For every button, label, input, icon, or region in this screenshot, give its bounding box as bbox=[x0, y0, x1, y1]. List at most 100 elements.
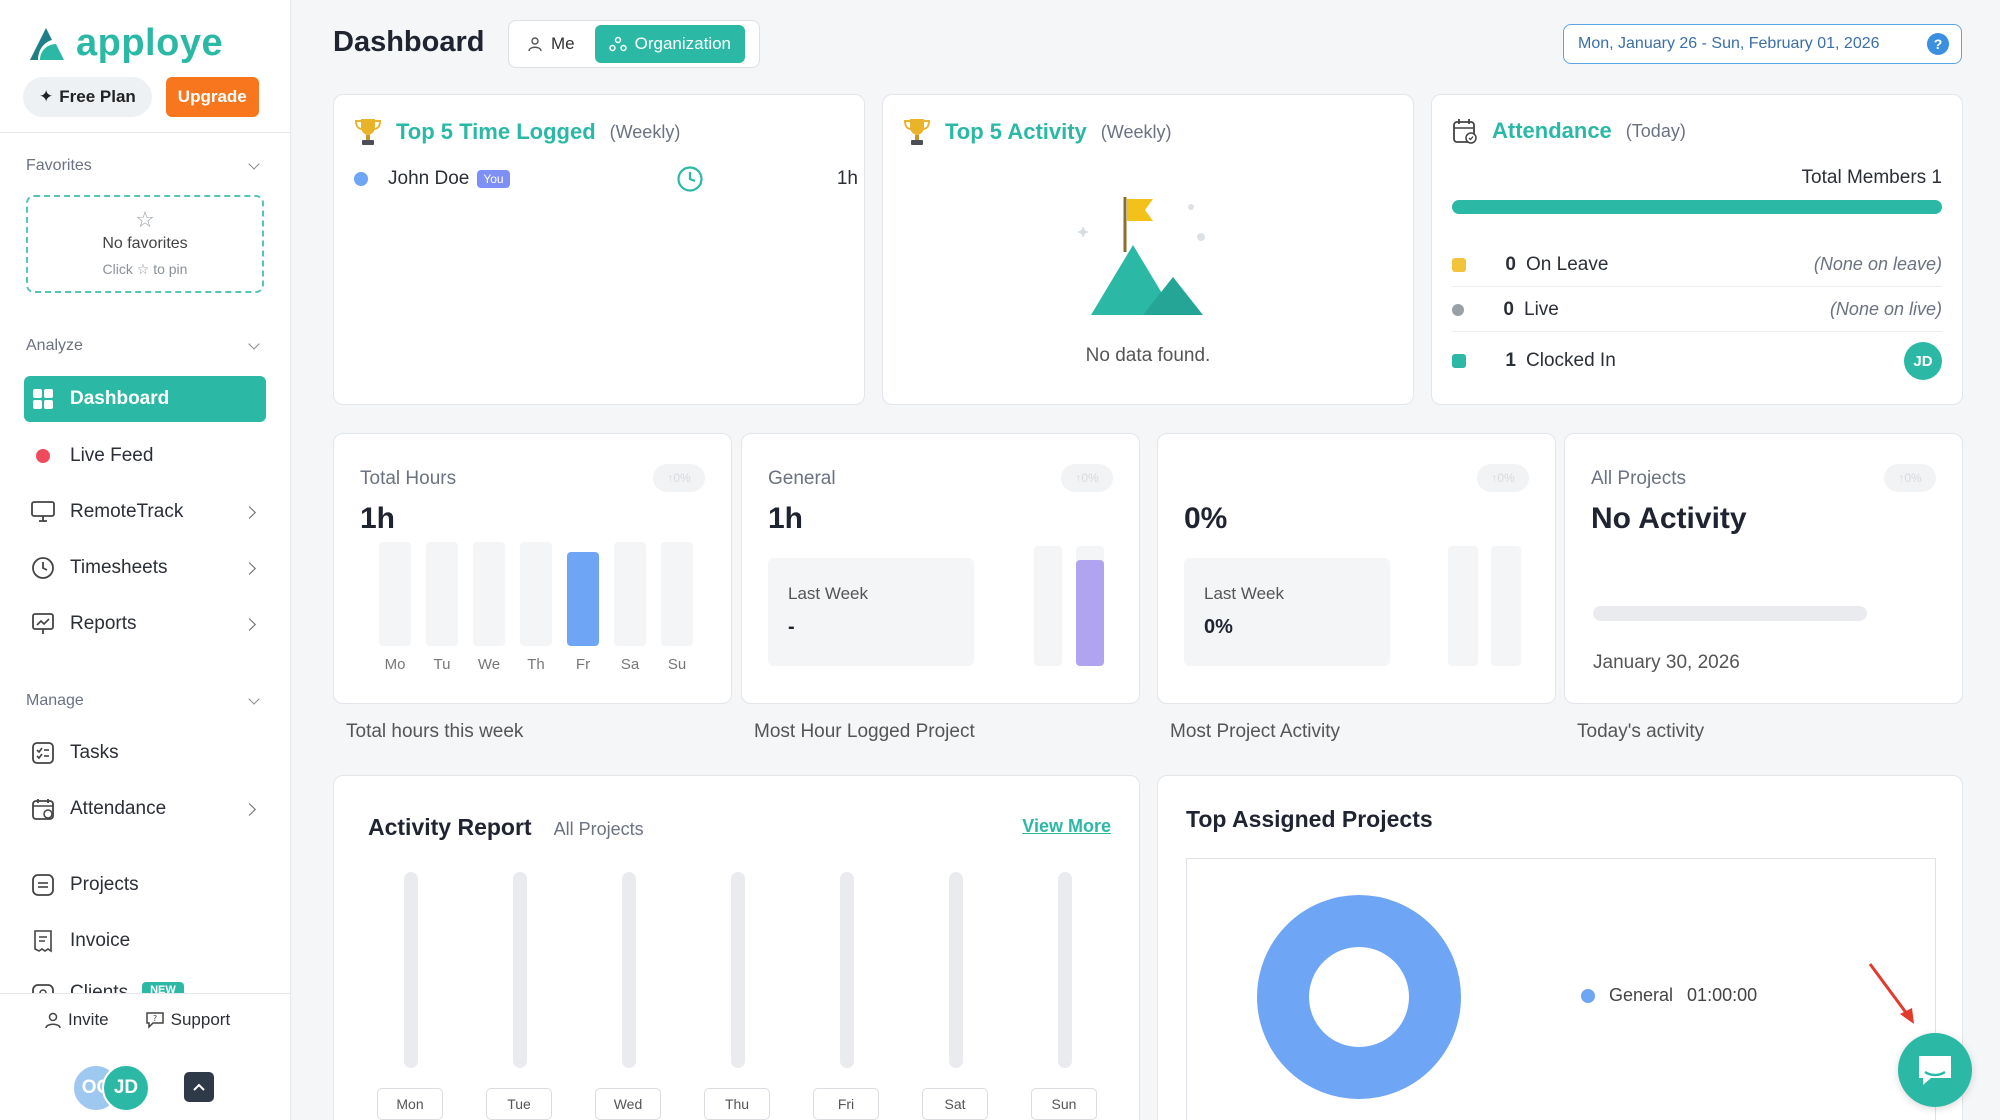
no-activity-value: No Activity bbox=[1591, 502, 1747, 535]
collapse-up-button[interactable] bbox=[184, 1072, 214, 1102]
sidebar-item-dashboard[interactable]: Dashboard bbox=[24, 376, 266, 422]
top-assigned-title: Top Assigned Projects bbox=[1186, 806, 1433, 832]
view-more-link[interactable]: View More bbox=[1022, 816, 1111, 836]
sidebar-item-timesheets[interactable]: Timesheets bbox=[24, 545, 266, 591]
manage-section-toggle[interactable]: Manage bbox=[26, 692, 262, 710]
free-plan-button[interactable]: ✦ Free Plan bbox=[23, 77, 152, 117]
change-chip: ↑0% bbox=[653, 464, 705, 492]
no-data-message: No data found. bbox=[1085, 345, 1211, 366]
attendance-period: (Today) bbox=[1625, 120, 1686, 141]
report-chart-icon bbox=[30, 611, 56, 637]
day-bar bbox=[661, 542, 693, 646]
all-projects-label: All Projects bbox=[1591, 468, 1687, 489]
last-week-value: 0% bbox=[1204, 616, 1233, 638]
help-icon[interactable]: ? bbox=[1927, 33, 1949, 55]
sidebar-item-remotetrack[interactable]: RemoteTrack bbox=[24, 489, 266, 535]
day-label: Sa bbox=[620, 656, 640, 673]
top-time-logged-card: Top 5 Time Logged (Weekly) John Doe You … bbox=[333, 94, 865, 405]
sidebar-item-label: Timesheets bbox=[70, 557, 168, 578]
sidebar-item-attendance[interactable]: Attendance bbox=[24, 786, 266, 832]
apploye-logo-icon bbox=[30, 27, 64, 60]
todays-activity-card: All Projects ↑0% No Activity January 30,… bbox=[1564, 433, 1963, 704]
sidebar-item-label: Tasks bbox=[70, 742, 119, 763]
attendance-row-on-leave[interactable]: 0 On Leave (None on leave) bbox=[1452, 243, 1942, 287]
sidebar-item-clients[interactable]: Clients NEW bbox=[24, 974, 266, 994]
date-range-picker[interactable]: Mon, January 26 - Sun, February 01, 2026… bbox=[1563, 24, 1962, 64]
day-label: Fr bbox=[575, 656, 591, 673]
avatar-jd[interactable]: JD bbox=[102, 1064, 150, 1112]
user-icon bbox=[528, 37, 542, 52]
day-chip: Sat bbox=[922, 1088, 988, 1120]
most-hour-logged-caption: Most Hour Logged Project bbox=[754, 721, 975, 742]
attendance-row-live[interactable]: 0 Live (None on live) bbox=[1452, 288, 1942, 332]
sidebar-item-label: Live Feed bbox=[70, 445, 154, 466]
most-project-activity-caption: Most Project Activity bbox=[1170, 721, 1340, 742]
day-bar bbox=[614, 542, 646, 646]
clocked-in-color-square bbox=[1452, 354, 1466, 368]
avatar[interactable]: JD bbox=[1904, 342, 1942, 380]
live-count: 0 bbox=[1503, 298, 1514, 320]
calendar-check-icon bbox=[30, 796, 56, 822]
sidebar-item-label: Invoice bbox=[70, 930, 131, 951]
sidebar-item-tasks[interactable]: Tasks bbox=[24, 730, 266, 776]
support-button[interactable]: ? Support bbox=[145, 1010, 230, 1030]
toggle-organization-label: Organization bbox=[634, 34, 732, 53]
chevron-down-icon bbox=[248, 158, 260, 170]
sidebar-item-label: Clients bbox=[70, 982, 129, 994]
sparkle-icon: ✦ bbox=[39, 87, 54, 106]
last-week-bar bbox=[1448, 546, 1478, 666]
analyze-section-toggle[interactable]: Analyze bbox=[26, 337, 262, 355]
live-color-dot bbox=[1452, 303, 1464, 316]
change-chip: ↑0% bbox=[1884, 464, 1936, 492]
day-label: Tu bbox=[433, 656, 451, 673]
last-week-box: Last Week 0% bbox=[1184, 558, 1390, 666]
sidebar-item-label: Dashboard bbox=[70, 388, 170, 409]
donut-legend-item: General 01:00:00 bbox=[1581, 985, 1757, 1006]
sidebar-item-label: Reports bbox=[70, 613, 137, 634]
on-leave-label: On Leave bbox=[1526, 253, 1609, 275]
monitor-icon bbox=[30, 499, 56, 525]
chevron-down-icon bbox=[248, 338, 260, 350]
sidebar-item-live-feed[interactable]: Live Feed bbox=[24, 433, 266, 479]
attendance-title: Attendance bbox=[1492, 118, 1612, 143]
sidebar-item-projects[interactable]: Projects bbox=[24, 862, 266, 908]
trophy-icon bbox=[903, 119, 931, 145]
activity-bar-track bbox=[949, 872, 963, 1068]
activity-bar-track bbox=[404, 872, 418, 1068]
day-bar bbox=[473, 542, 505, 646]
projects-icon bbox=[30, 872, 56, 898]
star-icon: ☆ bbox=[135, 207, 155, 232]
favorites-section-toggle[interactable]: Favorites bbox=[26, 157, 262, 175]
user-time: 1h bbox=[836, 168, 858, 189]
sidebar-item-invoice[interactable]: Invoice bbox=[24, 918, 266, 964]
brand-logo[interactable]: apploye bbox=[26, 22, 223, 65]
svg-text:?: ? bbox=[153, 1014, 157, 1023]
live-dot-icon bbox=[30, 443, 56, 469]
brand-name: apploye bbox=[76, 22, 224, 64]
activity-bar-track bbox=[513, 872, 527, 1068]
chevron-down-icon bbox=[248, 693, 260, 705]
day-chip: Fri bbox=[813, 1088, 879, 1120]
date-range-text: Mon, January 26 - Sun, February 01, 2026 bbox=[1578, 35, 1880, 52]
sidebar-divider bbox=[0, 132, 290, 133]
attendance-row-clocked-in[interactable]: 1 Clocked In JD bbox=[1452, 333, 1942, 389]
toggle-me-button[interactable]: Me bbox=[513, 25, 589, 63]
activity-bar-track bbox=[731, 872, 745, 1068]
project-donut-chart bbox=[1257, 895, 1461, 1099]
attendance-card: Attendance (Today) Total Members 1 0 On … bbox=[1431, 94, 1963, 405]
top-activity-period: (Weekly) bbox=[1100, 121, 1172, 142]
toggle-me-label: Me bbox=[551, 34, 575, 53]
trophy-icon bbox=[354, 119, 382, 145]
total-hours-label: Total Hours bbox=[360, 468, 457, 489]
toggle-organization-button[interactable]: Organization bbox=[594, 25, 746, 63]
sidebar-item-reports[interactable]: Reports bbox=[24, 601, 266, 647]
sidebar-footer: Invite ? Support OC JD bbox=[0, 993, 290, 1120]
invite-button[interactable]: Invite bbox=[44, 1010, 109, 1030]
last-week-box: Last Week - bbox=[768, 558, 974, 666]
sidebar: apploye ✦ Free Plan Upgrade Favorites ☆ … bbox=[0, 0, 291, 1120]
chat-launcher-button[interactable] bbox=[1898, 1033, 1972, 1107]
view-toggle: Me Organization bbox=[508, 20, 760, 68]
favorites-empty-box: ☆ No favorites Click ☆ to pin bbox=[26, 195, 264, 293]
last-week-label: Last Week bbox=[788, 584, 869, 603]
upgrade-button[interactable]: Upgrade bbox=[165, 77, 259, 117]
